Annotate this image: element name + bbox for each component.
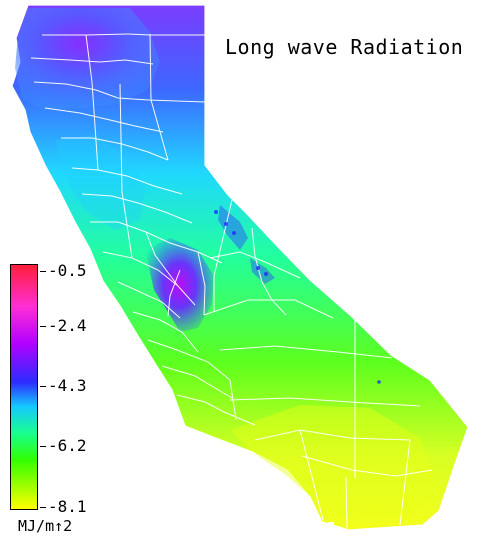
sierra-blue-region [218, 205, 248, 250]
legend-label-2: -2.4 [48, 316, 87, 335]
legend-tick-5 [40, 507, 46, 508]
east-sierra-blue-region [250, 258, 275, 284]
legend-label-3: -4.3 [48, 376, 87, 395]
legend-label-1: -0.5 [48, 261, 87, 280]
islands [178, 444, 334, 526]
legend-label-4: -6.2 [48, 436, 87, 455]
north-cool-region [15, 8, 160, 110]
legend-tick-1 [40, 271, 46, 272]
legend-tick-3 [40, 386, 46, 387]
coastal-cyan-region [55, 135, 145, 230]
legend-tick-2 [40, 326, 46, 327]
legend-tick-4 [40, 446, 46, 447]
color-legend [10, 264, 38, 510]
state-outline [11, 4, 469, 531]
cool-spots [214, 210, 381, 384]
legend-units: MJ/m↑2 [18, 517, 73, 535]
central-valley-cool-region [145, 238, 214, 332]
map-title: Long wave Radiation [225, 35, 464, 59]
legend-label-5: -8.1 [48, 497, 87, 516]
